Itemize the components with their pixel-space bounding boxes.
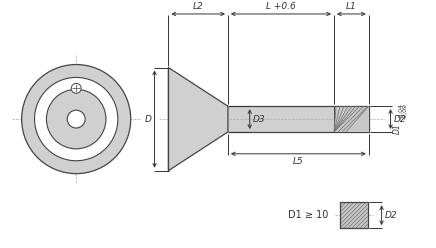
Text: -0,04: -0,04 bbox=[399, 103, 403, 119]
Text: D1 ≥ 10: D1 ≥ 10 bbox=[288, 210, 329, 220]
Circle shape bbox=[22, 64, 131, 174]
Text: D2: D2 bbox=[385, 211, 397, 220]
Bar bbox=[340, 202, 368, 228]
Circle shape bbox=[71, 83, 81, 93]
Polygon shape bbox=[168, 67, 228, 171]
Text: -0,09: -0,09 bbox=[402, 103, 408, 119]
Text: D2: D2 bbox=[394, 115, 406, 124]
Text: D: D bbox=[145, 115, 152, 124]
Text: L +0.6: L +0.6 bbox=[266, 2, 296, 11]
Text: L1: L1 bbox=[346, 2, 357, 11]
Circle shape bbox=[34, 77, 118, 161]
Text: L5: L5 bbox=[293, 157, 304, 166]
Text: L2: L2 bbox=[193, 2, 204, 11]
Text: D1: D1 bbox=[392, 123, 402, 134]
Bar bbox=[228, 106, 369, 132]
Circle shape bbox=[67, 110, 85, 128]
Bar bbox=[334, 106, 369, 132]
Text: D3: D3 bbox=[253, 115, 266, 124]
Circle shape bbox=[47, 89, 106, 149]
